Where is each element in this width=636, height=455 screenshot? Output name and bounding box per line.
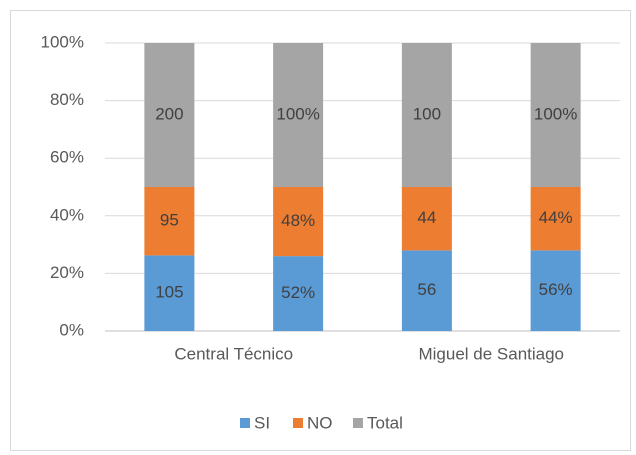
bar-segment	[401, 250, 452, 331]
data-label: 56%	[539, 280, 573, 299]
y-tick-label: 40%	[50, 205, 84, 224]
bar-segment	[530, 250, 581, 331]
bar-segment	[273, 43, 324, 187]
bar-segment	[144, 43, 195, 187]
x-tick-label: Miguel de Santiago	[418, 344, 564, 363]
legend-swatch	[240, 418, 250, 428]
y-tick-label: 100%	[41, 32, 84, 51]
bar-segment	[401, 187, 452, 251]
data-label: 200	[155, 104, 183, 123]
data-label: 44%	[539, 208, 573, 227]
x-tick-label: Central Técnico	[174, 344, 293, 363]
data-label: 100	[413, 104, 441, 123]
bar-segment	[144, 255, 195, 331]
bar-segment	[401, 43, 452, 187]
legend-label: NO	[307, 413, 333, 432]
data-label: 56	[417, 280, 436, 299]
legend-swatch	[293, 418, 303, 428]
bar-segment	[530, 43, 581, 187]
legend-label: Total	[367, 413, 403, 432]
bar-segment	[530, 187, 581, 251]
data-label: 100%	[276, 104, 319, 123]
y-tick-label: 20%	[50, 263, 84, 282]
bar-segment	[273, 187, 324, 257]
bar-segment	[273, 256, 324, 331]
data-label: 52%	[281, 283, 315, 302]
y-tick-label: 80%	[50, 90, 84, 109]
bar-segment	[144, 187, 195, 256]
y-tick-label: 60%	[50, 148, 84, 167]
legend-label: SI	[254, 413, 270, 432]
data-label: 100%	[534, 104, 577, 123]
data-label: 105	[155, 283, 183, 302]
data-label: 95	[160, 211, 179, 230]
data-label: 44	[417, 208, 436, 227]
data-label: 48%	[281, 211, 315, 230]
legend-swatch	[353, 418, 363, 428]
y-tick-label: 0%	[59, 320, 84, 339]
